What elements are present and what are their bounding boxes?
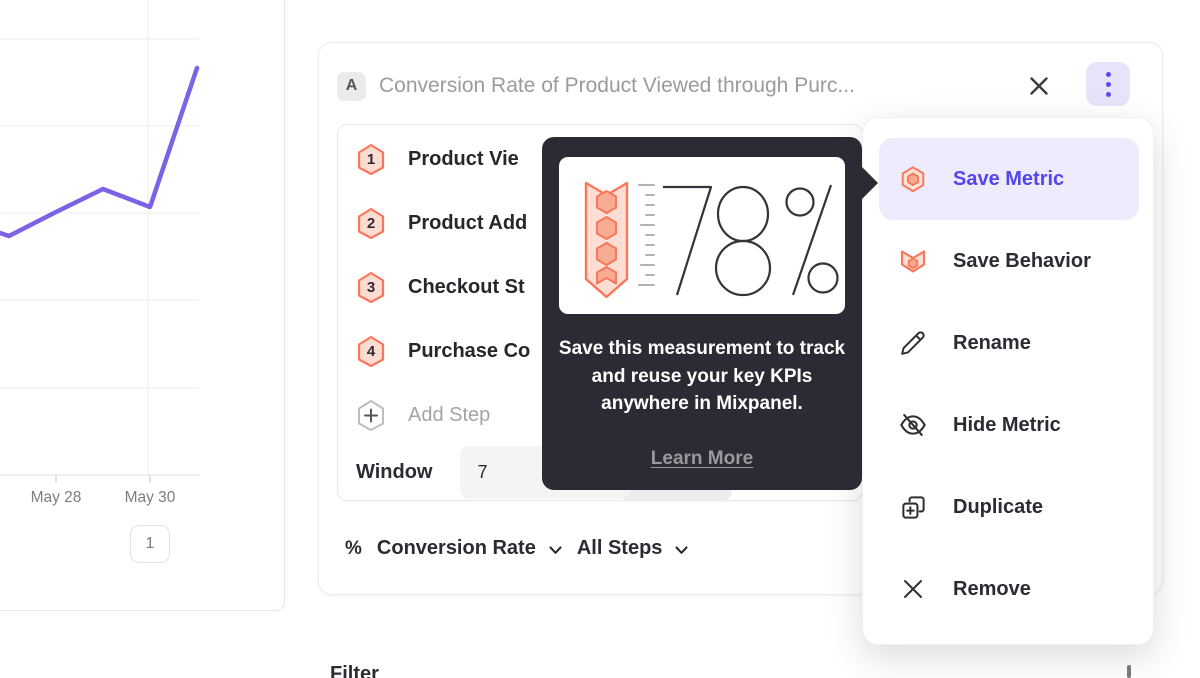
step-number-hexagon-icon: 1 <box>356 143 386 176</box>
step-number-hexagon-icon: 4 <box>356 335 386 368</box>
78-percent-funnel-illustration-icon <box>584 181 839 299</box>
menu-item-rename[interactable]: Rename <box>879 302 1139 384</box>
step-label: Product Add <box>408 211 528 234</box>
duplicate-icon <box>899 493 927 521</box>
menu-item-label: Save Behavior <box>953 249 1091 272</box>
card-title: Conversion Rate of Product Viewed throug… <box>379 74 855 97</box>
window-label: Window <box>356 460 433 483</box>
metric-context-menu: Save Metric Save Behavior Rename <box>862 117 1154 645</box>
add-step-button[interactable]: Add Step <box>347 389 853 441</box>
menu-item-remove[interactable]: Remove <box>879 548 1139 630</box>
menu-item-save-metric[interactable]: Save Metric <box>879 138 1139 220</box>
menu-item-save-behavior[interactable]: Save Behavior <box>879 220 1139 302</box>
eye-off-icon <box>899 411 927 439</box>
add-step-label: Add Step <box>408 403 491 426</box>
add-step-plus-hexagon-icon <box>356 399 386 431</box>
save-metric-icon <box>899 165 927 193</box>
pagination-page-button[interactable]: 1 <box>130 525 170 563</box>
tooltip-arrow <box>861 166 878 200</box>
funnel-step-4[interactable]: 4 Purchase Co <box>347 325 853 377</box>
percent-icon: % <box>345 537 362 559</box>
menu-item-label: Rename <box>953 331 1031 354</box>
kebab-dot-icon <box>1105 71 1111 77</box>
chart-panel: May 28 May 30 1 <box>0 0 285 611</box>
close-icon <box>1030 77 1048 95</box>
close-button[interactable] <box>1026 73 1052 99</box>
measurement-bar: % Conversion Rate All Steps <box>345 537 688 560</box>
menu-item-label: Save Metric <box>953 167 1065 190</box>
add-filter-plus-icon[interactable] <box>1127 665 1131 678</box>
filter-section-title: Filter <box>330 663 379 678</box>
x-axis-label: May 30 <box>124 489 176 506</box>
tooltip-message: Save this measurement to track and reuse… <box>558 338 846 414</box>
card-header: A Conversion Rate of Product Viewed thro… <box>337 62 1144 106</box>
menu-item-label: Hide Metric <box>953 413 1061 436</box>
chevron-down-icon[interactable] <box>549 545 562 555</box>
funnel-step-3[interactable]: 3 Checkout St <box>347 261 853 313</box>
step-label: Product Vie <box>408 147 519 170</box>
menu-item-duplicate[interactable]: Duplicate <box>879 466 1139 548</box>
more-options-button[interactable] <box>1086 62 1130 106</box>
funnel-step-2[interactable]: 2 Product Add <box>347 197 853 249</box>
menu-item-label: Duplicate <box>953 495 1044 518</box>
x-icon <box>899 575 927 603</box>
menu-item-hide-metric[interactable]: Hide Metric <box>879 384 1139 466</box>
step-number-hexagon-icon: 2 <box>356 207 386 240</box>
x-axis-label: May 28 <box>30 489 82 506</box>
chevron-down-icon[interactable] <box>675 545 688 555</box>
kebab-dot-icon <box>1105 91 1111 97</box>
step-label: Checkout St <box>408 275 525 298</box>
metric-dropdown[interactable]: Conversion Rate <box>376 537 536 559</box>
learn-more-link[interactable]: Learn More <box>650 448 754 469</box>
save-behavior-icon <box>899 247 927 275</box>
save-metric-tooltip: 78% <box>542 137 878 490</box>
tooltip-illustration: 78% <box>559 157 845 314</box>
funnel-step-1[interactable]: 1 Product Vie <box>347 133 853 185</box>
kebab-dot-icon <box>1105 81 1111 87</box>
series-badge: A <box>337 71 366 101</box>
step-label: Purchase Co <box>408 339 531 362</box>
pencil-icon <box>899 329 927 357</box>
step-number-hexagon-icon: 3 <box>356 271 386 304</box>
menu-item-label: Remove <box>953 577 1031 600</box>
line-chart <box>0 0 200 483</box>
steps-scope-dropdown[interactable]: All Steps <box>576 537 663 559</box>
